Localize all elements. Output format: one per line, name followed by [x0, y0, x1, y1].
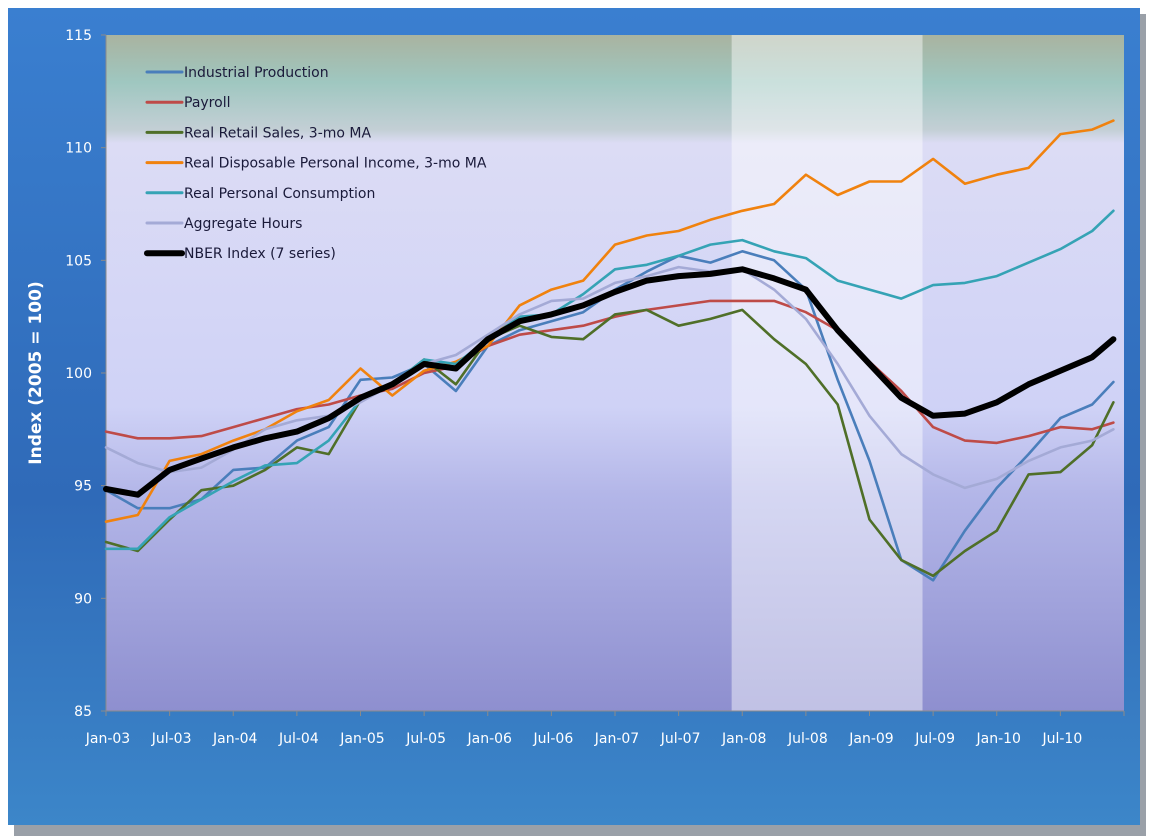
- y-tick-label: 105: [65, 253, 92, 269]
- legend-label: NBER Index (7 series): [184, 246, 336, 262]
- x-tick-label: Jan-03: [85, 731, 130, 747]
- x-tick-label: Jul-06: [532, 731, 573, 747]
- x-tick-label: Jan-07: [594, 731, 639, 747]
- x-tick-label: Jul-04: [278, 731, 319, 747]
- x-tick-label: Jul-03: [151, 731, 192, 747]
- legend-label: Aggregate Hours: [184, 216, 302, 232]
- x-tick-label: Jul-07: [660, 731, 701, 747]
- y-axis-title: Index (2005 = 100): [26, 281, 46, 464]
- x-tick-label: Jul-05: [405, 731, 446, 747]
- x-tick-label: Jul-09: [914, 731, 955, 747]
- legend-label: Real Personal Consumption: [184, 186, 375, 202]
- legend-label: Real Disposable Personal Income, 3-mo MA: [184, 156, 487, 172]
- x-tick-label: Jan-09: [848, 731, 893, 747]
- y-tick-label: 85: [74, 704, 92, 720]
- y-tick-label: 115: [65, 28, 92, 44]
- series-line-4: [104, 209, 1115, 551]
- x-tick-label: Jul-08: [787, 731, 828, 747]
- x-tick-label: Jan-04: [212, 731, 258, 747]
- plot-area: [106, 35, 1124, 711]
- series-line-3: [104, 119, 1115, 524]
- recession-shading: [731, 35, 923, 711]
- legend-label: Payroll: [184, 95, 230, 111]
- y-tick-label: 100: [65, 366, 92, 382]
- x-tick-label: Jan-10: [976, 731, 1021, 747]
- x-tick-label: Jan-08: [721, 731, 766, 747]
- series-line-6: [103, 266, 1117, 498]
- x-tick-label: Jul-10: [1041, 731, 1082, 747]
- y-tick-label: 110: [65, 141, 92, 157]
- series-line-1: [104, 299, 1115, 445]
- legend-label: Industrial Production: [184, 65, 329, 81]
- legend-label: Real Retail Sales, 3-mo MA: [184, 125, 371, 141]
- series-line-5: [104, 265, 1115, 490]
- y-tick-label: 95: [74, 479, 92, 495]
- x-tick-label: Jan-05: [339, 731, 384, 747]
- x-tick-label: Jan-06: [467, 731, 513, 747]
- y-tick-label: 90: [74, 591, 92, 607]
- series-line-2: [104, 308, 1115, 578]
